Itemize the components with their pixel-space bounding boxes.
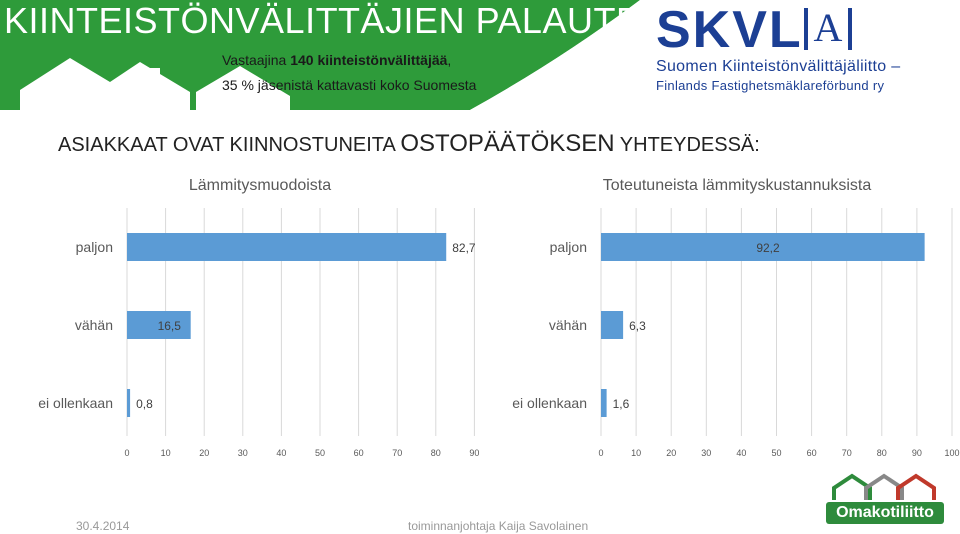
category-label: vähän: [549, 317, 587, 333]
category-label: vähän: [75, 317, 113, 333]
charts-area: 0 10 20 30 40 50 60 70 80 90 Lämmitysmuodoista palj…: [38, 177, 959, 458]
banner-stripe: [470, 0, 652, 110]
bar: [601, 233, 925, 261]
houses-icon: [832, 473, 936, 500]
x-tick-label: 0: [124, 448, 129, 458]
data-label: 6,3: [629, 319, 646, 333]
category-label: ei ollenkaan: [38, 395, 113, 411]
data-label: 1,6: [613, 397, 630, 411]
headline: ASIAKKAAT OVAT KIINNOSTUNEITA OSTOPÄÄTÖK…: [58, 130, 760, 158]
x-tick-label: 50: [315, 448, 325, 458]
x-tick-label: 90: [469, 448, 479, 458]
x-tick-label: 50: [771, 448, 781, 458]
x-tick-label: 20: [199, 448, 209, 458]
footer-author: toiminnanjohtaja Kaija Savolainen: [408, 519, 589, 533]
headline-part2: OSTOPÄÄTÖKSEN: [400, 130, 615, 157]
category-label: paljon: [550, 239, 587, 255]
house-silhouette-2: [196, 66, 290, 110]
chart-title: Lämmitysmuodoista: [189, 177, 331, 194]
respondents-count: 140 kiinteistönvälittäjää: [290, 52, 448, 68]
omakotiliitto-name: Omakotiliitto: [826, 502, 944, 524]
x-tick-label: 30: [238, 448, 248, 458]
x-tick-label: 10: [631, 448, 641, 458]
data-label: 0,8: [136, 397, 153, 411]
header-title: KIINTEISTÖNVÄLITTÄJIEN PALAUTE: [4, 0, 641, 41]
x-tick-label: 20: [666, 448, 676, 458]
category-label: ei ollenkaan: [512, 395, 587, 411]
house-chimney: [150, 68, 160, 82]
x-tick-label: 70: [842, 448, 852, 458]
skvl-logo-mark: A: [804, 8, 852, 50]
x-tick-label: 0: [598, 448, 603, 458]
data-label: 92,2: [756, 241, 780, 255]
footer-date: 30.4.2014: [76, 519, 130, 533]
bar: [127, 389, 131, 417]
chart-title: Toteutuneista lämmityskustannuksista: [603, 177, 872, 194]
x-tick-label: 80: [431, 448, 441, 458]
house-silhouette: [20, 58, 190, 110]
x-tick-label: 60: [807, 448, 817, 458]
x-tick-label: 40: [736, 448, 746, 458]
bar: [601, 311, 624, 339]
x-tick-label: 80: [877, 448, 887, 458]
coverage-line: 35 % jäsenistä kattavasti koko Suomesta: [222, 77, 477, 93]
respondents-line: Vastaajina 140 kiinteistönvälittäjää,: [222, 52, 451, 68]
omakotiliitto-logo: Omakotiliitto: [826, 470, 946, 526]
respondents-prefix: Vastaajina: [222, 52, 291, 68]
data-label: 82,7: [452, 241, 476, 255]
x-tick-label: 60: [354, 448, 364, 458]
skvl-logo: SKVL A Suomen Kiinteistönvälittäjäliitto…: [656, 1, 956, 96]
headline-part1: ASIAKKAAT OVAT KIINNOSTUNEITA: [58, 134, 401, 156]
skvl-name-fi: Suomen Kiinteistönvälittäjäliitto –: [656, 58, 901, 75]
category-label: paljon: [76, 239, 113, 255]
x-tick-label: 70: [392, 448, 402, 458]
header-banner: [0, 0, 652, 110]
x-tick-label: 30: [701, 448, 711, 458]
x-tick-label: 10: [161, 448, 171, 458]
data-label: 16,5: [158, 319, 182, 333]
respondents-suffix: ,: [447, 52, 452, 68]
skvl-name-sv: Finlands Fastighetsmäklareförbund ry: [656, 78, 885, 93]
x-tick-label: 40: [276, 448, 286, 458]
x-tick-label: 100: [944, 448, 959, 458]
bar: [127, 311, 191, 339]
bar: [601, 389, 607, 417]
skvl-logo-text: SKVL: [656, 1, 803, 59]
bar: [127, 233, 447, 261]
x-tick-label: 90: [912, 448, 922, 458]
headline-part3: YHTEYDESSÄ:: [614, 134, 760, 156]
